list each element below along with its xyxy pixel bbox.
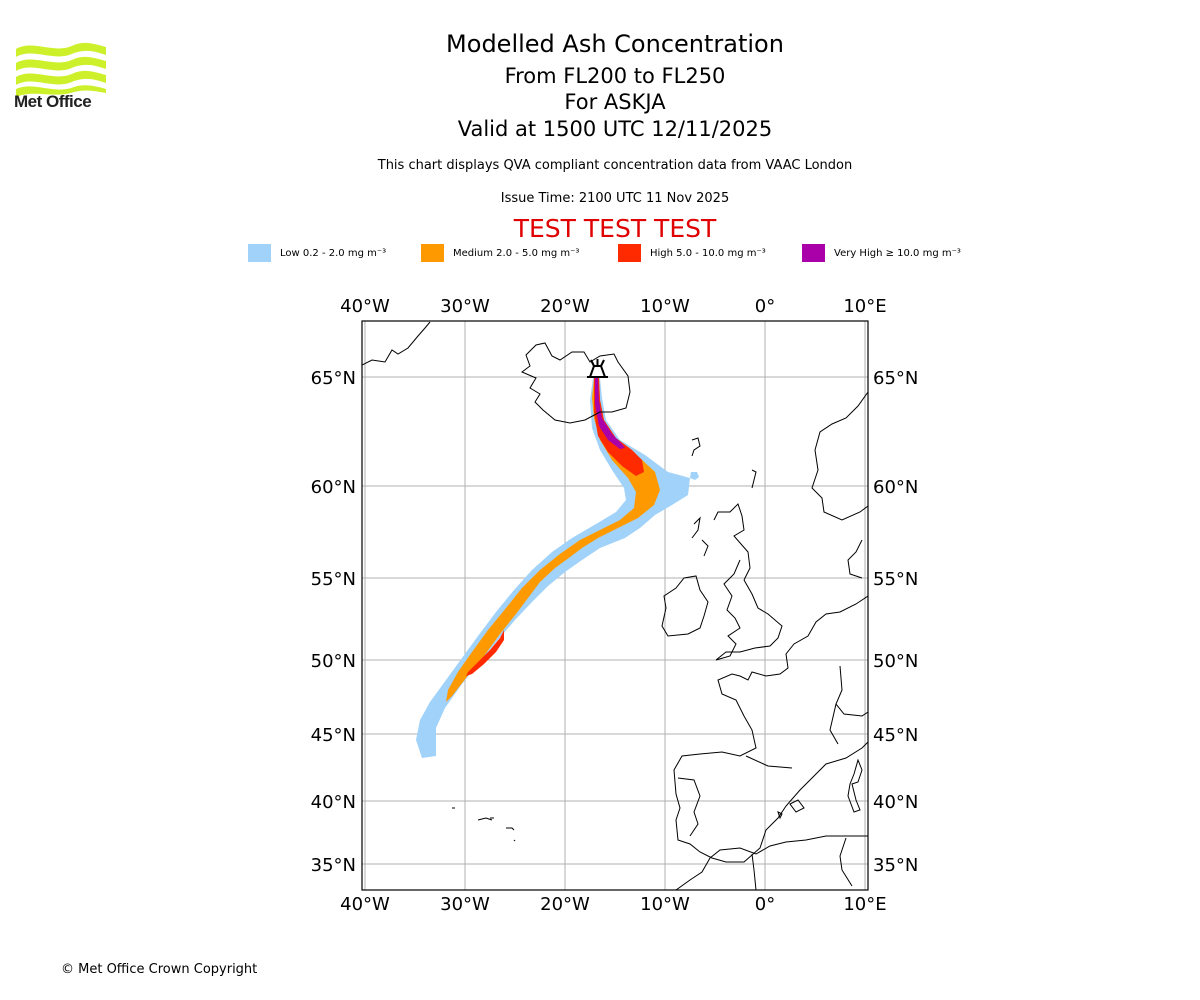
lat-label-right: 50°N [873,651,918,672]
coastline-denmark [847,539,863,579]
lon-label-bottom: 10°W [640,894,690,915]
coastline-iceland [521,342,631,424]
lat-label-left: 45°N [311,725,356,746]
legend-item-low: Low 0.2 - 2.0 mg m⁻³ [248,244,386,262]
plume-medium [446,378,660,702]
lat-label-right: 40°N [873,792,918,813]
legend-swatch-very-high [802,244,825,262]
issue-time: Issue Time: 2100 UTC 11 Nov 2025 [500,191,730,206]
legend-swatch-medium [421,244,444,262]
volcano-name: For ASKJA [564,90,666,114]
lat-label-left: 35°N [311,855,356,876]
coastline-balearics [777,799,805,820]
legend-label-medium: Medium 2.0 - 5.0 mg m⁻³ [453,247,580,259]
coastline-ireland [661,575,709,637]
chart-title: Modelled Ash Concentration [446,30,784,58]
lon-label-top: 30°W [440,296,490,317]
ash-plume [416,378,699,758]
coastline-faroe [691,437,701,457]
plume-high-north [594,378,644,476]
lon-label-bottom: 30°W [440,894,490,915]
lon-label-top: 10°E [843,296,886,317]
coastline-france-spain-border [745,755,793,769]
lon-label-bottom: 0° [755,894,775,915]
axis-labels: 40°W 40°W 30°W 30°W 20°W 20°W 10°W 10°W 0° 0° 10°E… [311,296,919,915]
coastline-shetland [751,469,757,489]
legend-item-very-high: Very High ≥ 10.0 mg m⁻³ [802,244,961,262]
graticule [362,321,868,890]
lat-label-left: 40°N [311,792,356,813]
coastline-portugal-border [677,777,701,837]
flight-level-range: From FL200 to FL250 [504,64,726,88]
legend-label-high: High 5.0 - 10.0 mg m⁻³ [650,247,766,259]
coastlines [362,321,868,890]
coastline-france-east-border [829,665,868,745]
lat-label-right: 55°N [873,569,918,590]
coastline-greenland [362,321,431,366]
legend-swatch-high [618,244,641,262]
legend-label-low: Low 0.2 - 2.0 mg m⁻³ [280,247,387,259]
lon-label-top: 10°W [640,296,690,317]
volcano-marker-icon [587,359,608,378]
lat-label-right: 35°N [873,855,918,876]
lat-label-left: 50°N [311,651,356,672]
lon-label-top: 0° [755,296,775,317]
lon-label-bottom: 10°E [843,894,886,915]
coastline-north-africa [709,835,868,859]
coastline-morocco-border [675,837,853,890]
legend-item-high: High 5.0 - 10.0 mg m⁻³ [618,244,766,262]
chart-description: This chart displays QVA compliant concen… [377,158,853,173]
lon-label-bottom: 20°W [540,894,590,915]
plume-very-high [595,378,625,449]
lon-label-bottom: 40°W [340,894,390,915]
legend-swatch-low [248,244,271,262]
lat-label-left: 60°N [311,477,356,498]
coastline-azores [452,807,516,842]
test-banner: TEST TEST TEST [513,214,717,243]
coastline-norway [811,391,868,521]
coastline-scotland [713,503,751,581]
lat-label-right: 45°N [873,725,918,746]
lat-label-right: 60°N [873,477,918,498]
map-frame [361,320,869,891]
plume-low-fragment [690,472,699,480]
coastline-great-britain [715,559,783,661]
coastline-corsica-sardinia [847,758,863,813]
met-office-logo-text: Met Office [14,92,92,111]
plume-high-south [466,630,504,676]
coastline-continent [673,595,868,863]
coastline-hebrides [691,516,709,557]
lon-label-top: 20°W [540,296,590,317]
lon-label-top: 40°W [340,296,390,317]
met-office-logo-icon [16,42,106,97]
lat-label-left: 55°N [311,569,356,590]
lat-label-left: 65°N [311,368,356,389]
legend-item-medium: Medium 2.0 - 5.0 mg m⁻³ [421,244,579,262]
lat-label-right: 65°N [873,368,918,389]
valid-time: Valid at 1500 UTC 12/11/2025 [457,117,773,141]
legend-label-very-high: Very High ≥ 10.0 mg m⁻³ [834,247,961,259]
copyright-notice: © Met Office Crown Copyright [61,962,258,977]
